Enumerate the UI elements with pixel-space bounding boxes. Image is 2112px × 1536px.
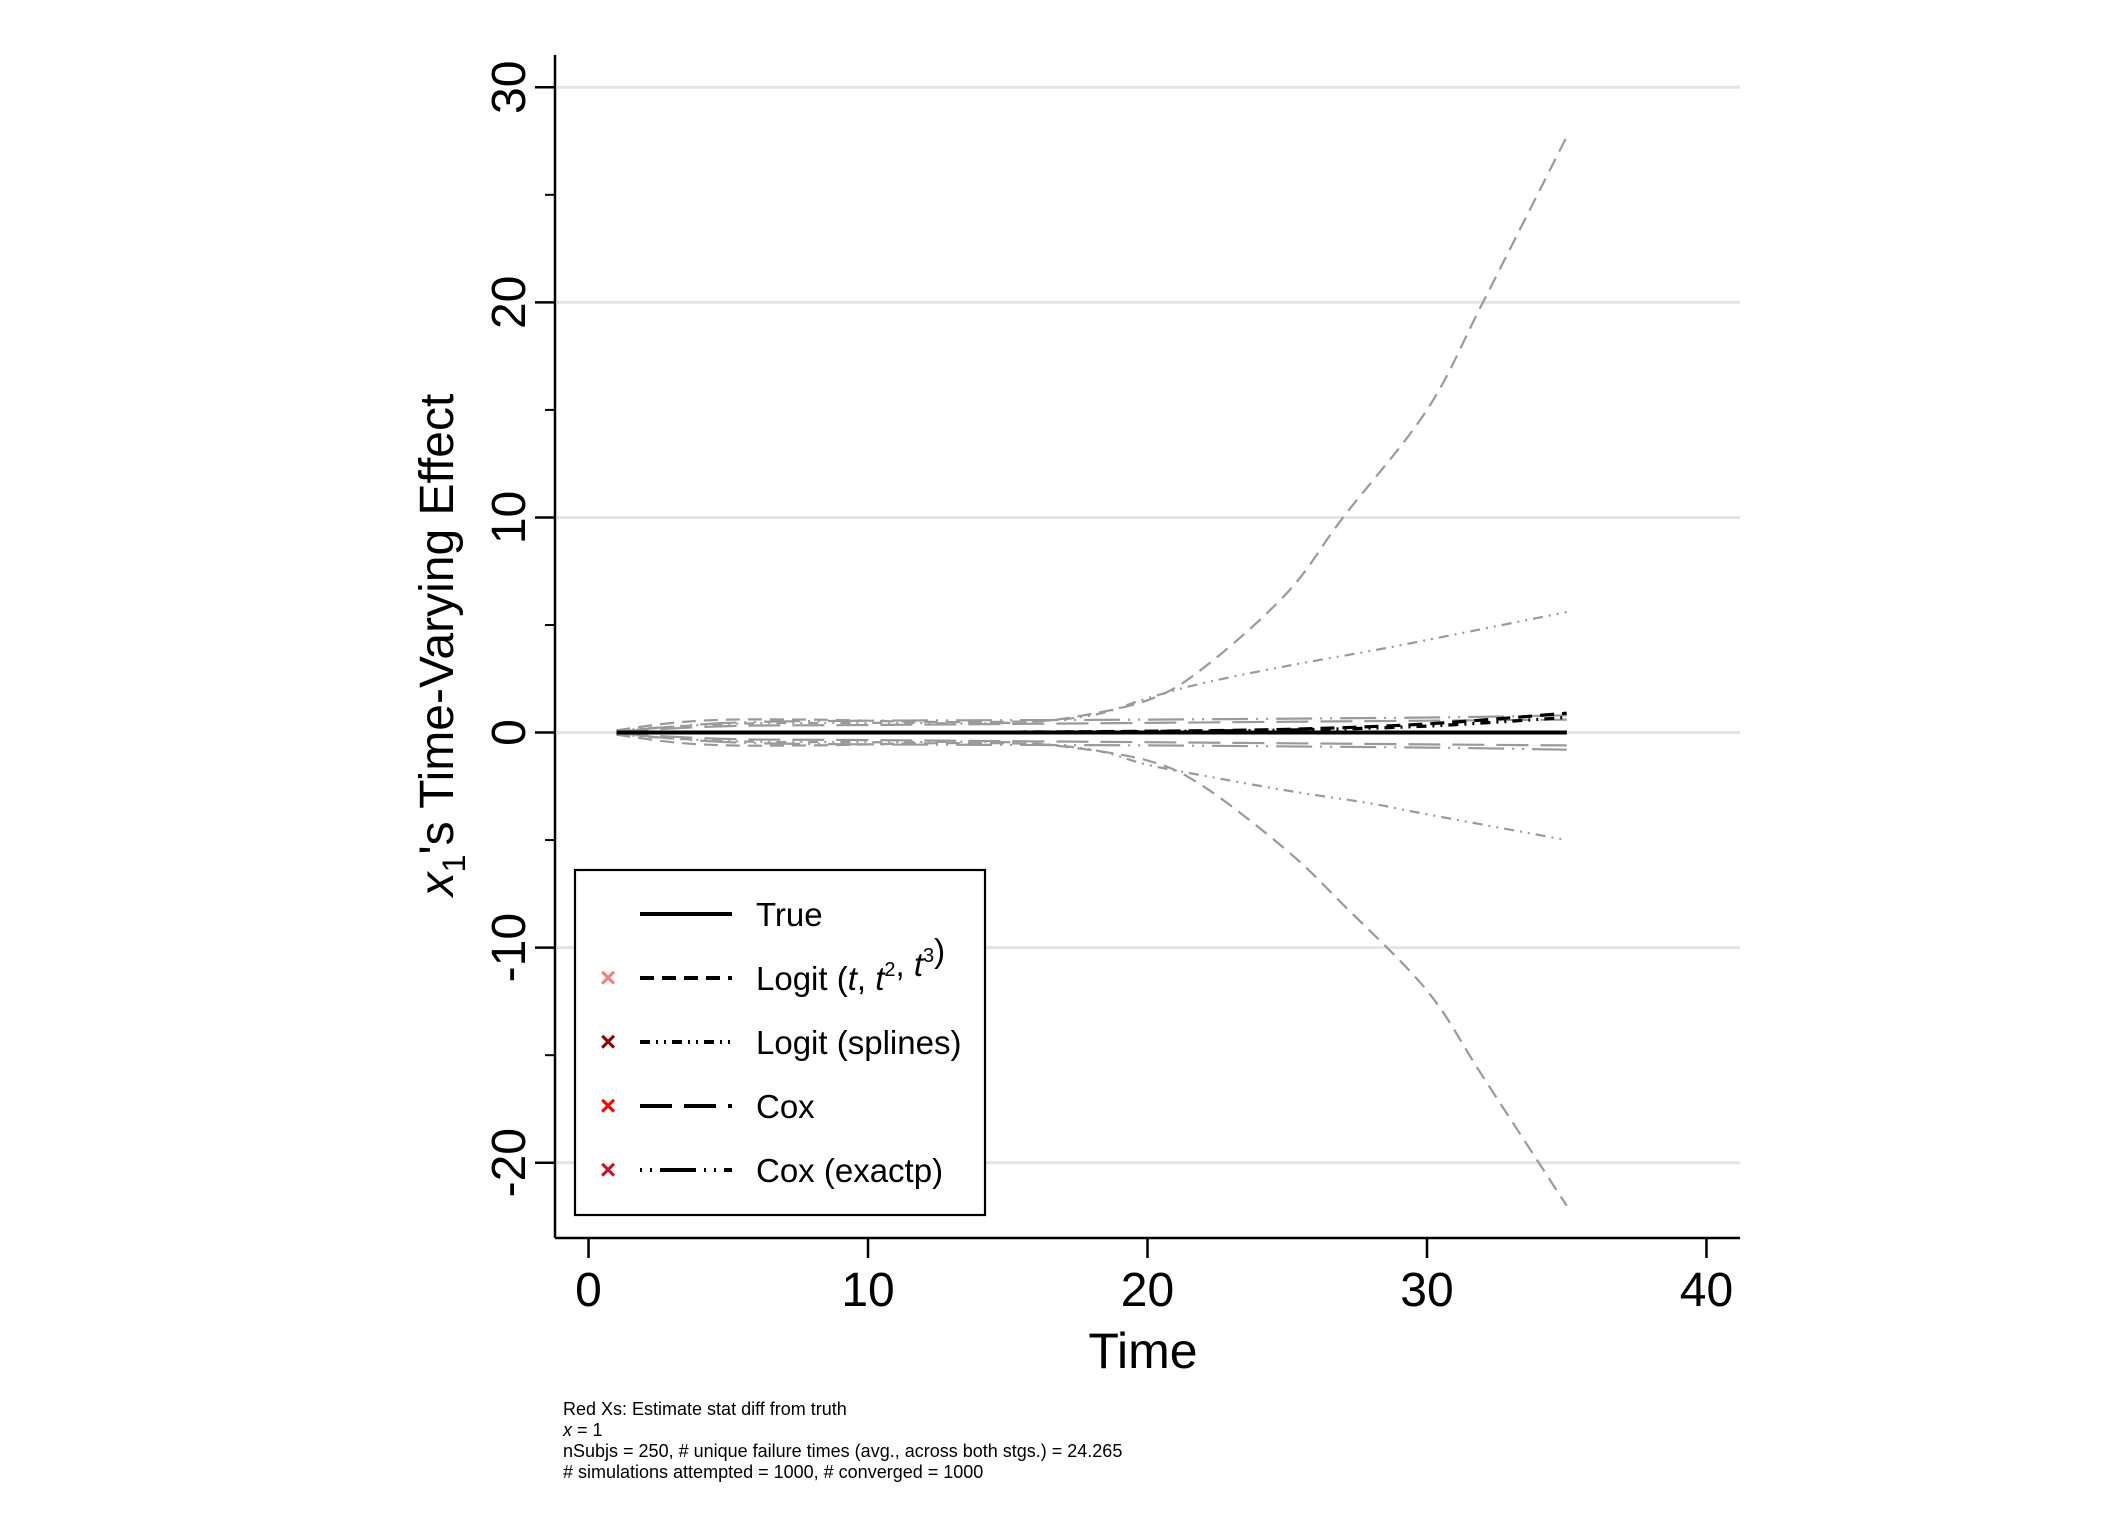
x-tick-label-10: 10: [841, 1264, 894, 1317]
legend-label-part: t: [875, 960, 886, 997]
band-lower-0: [616, 733, 1568, 1207]
legend-label-part: Cox (exactp): [756, 1152, 943, 1189]
band-lower-3: [616, 732, 1567, 751]
legend-label-part: Logit (splines): [756, 1024, 961, 1061]
legend-label-part: ): [934, 932, 945, 969]
band-upper-0: [616, 136, 1568, 732]
y-axis-title: x1's Time-Varying Effect: [411, 394, 472, 899]
legend-label-part: 2: [884, 959, 895, 981]
note-red-xs: Red Xs: Estimate stat diff from truth: [563, 1399, 847, 1419]
note-x-value: x = 1: [563, 1420, 603, 1441]
legend-label-part: ,: [857, 960, 875, 997]
y-axis-title-subscript: 1: [436, 855, 472, 873]
y-axis-title-variable: x: [411, 870, 464, 898]
band-lower-1: [616, 733, 1567, 842]
y-tick-label--20: -20: [483, 1128, 536, 1197]
note-x-var: x: [563, 1420, 572, 1440]
legend-label-part: Logit (: [756, 960, 848, 997]
legend-label-part: Cox: [756, 1088, 815, 1125]
note-x-rest: = 1: [572, 1420, 603, 1440]
note-simulations: # simulations attempted = 1000, # conver…: [563, 1462, 984, 1482]
x-tick-label-40: 40: [1680, 1264, 1733, 1317]
x-tick-label-20: 20: [1121, 1264, 1174, 1317]
y-axis-title-rest: 's Time-Varying Effect: [411, 394, 464, 855]
band-upper-3: [616, 714, 1567, 733]
legend-marker-4: ×: [600, 1154, 616, 1185]
legend-label-part: t: [848, 960, 859, 997]
band-lower-2: [616, 732, 1567, 747]
legend-label-part: True: [756, 896, 823, 933]
x-tick-label-30: 30: [1400, 1264, 1453, 1317]
legend-marker-1: ×: [600, 962, 616, 993]
series-lines: [616, 711, 1567, 735]
y-tick-label-10: 10: [483, 491, 536, 544]
legend-label-2: Logit (splines): [756, 1024, 961, 1061]
y-tick-label-0: 0: [483, 719, 536, 746]
y-tick-label-20: 20: [483, 276, 536, 329]
band-upper-1: [616, 611, 1567, 732]
legend-label-part: ,: [896, 946, 914, 983]
axes: [535, 55, 1740, 1258]
legend-marker-2: ×: [600, 1026, 616, 1057]
y-tick-label--10: -10: [483, 913, 536, 982]
legend-label-1: Logit (t, t2, t3): [756, 932, 945, 997]
x-tick-label-0: 0: [575, 1264, 602, 1317]
note-subjects: nSubjs = 250, # unique failure times (av…: [563, 1441, 1123, 1461]
legend-label-3: Cox: [756, 1088, 815, 1125]
legend-label-0: True: [756, 896, 823, 933]
band-upper-2: [616, 718, 1567, 733]
legend-label-part: 3: [923, 945, 934, 967]
tick-labels: 0 10 20 30 40 -20 -10 0 10 20 30: [483, 61, 1733, 1317]
legend: True× Logit (t, t2, t3)× Logit (splines)× C…: [573, 868, 987, 1217]
legend-label-4: Cox (exactp): [756, 1152, 943, 1189]
series-line-1: [616, 711, 1567, 735]
y-tick-label-30: 30: [483, 61, 536, 114]
x-axis-title: Time: [1088, 1323, 1197, 1379]
confidence-bands: [616, 136, 1568, 1207]
legend-label-part: t: [914, 946, 925, 983]
legend-marker-3: ×: [600, 1090, 616, 1121]
